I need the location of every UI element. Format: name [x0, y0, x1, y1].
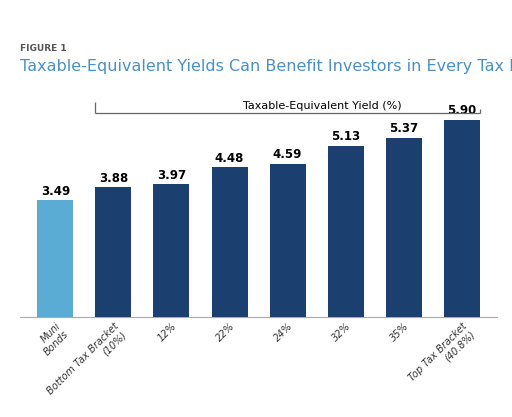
Text: FIGURE 1: FIGURE 1 [20, 44, 67, 53]
Text: 3.49: 3.49 [40, 185, 70, 198]
Bar [95, 188, 132, 317]
Bar [211, 168, 247, 317]
Bar [328, 146, 364, 317]
Text: 3.97: 3.97 [157, 169, 186, 182]
Text: Taxable-Equivalent Yields Can Benefit Investors in Every Tax Bracket: Taxable-Equivalent Yields Can Benefit In… [20, 59, 512, 74]
Text: Taxable-Equivalent Yield (%): Taxable-Equivalent Yield (%) [243, 101, 402, 111]
Bar [386, 138, 422, 317]
Text: 5.13: 5.13 [331, 130, 360, 143]
Bar [270, 164, 306, 317]
Text: 5.37: 5.37 [389, 122, 418, 135]
Text: 4.48: 4.48 [215, 152, 244, 165]
Bar [154, 184, 189, 317]
Bar [444, 120, 480, 317]
Text: 3.88: 3.88 [99, 172, 128, 185]
Text: 5.90: 5.90 [447, 104, 477, 118]
Text: 4.59: 4.59 [273, 148, 302, 161]
Bar [37, 201, 73, 317]
